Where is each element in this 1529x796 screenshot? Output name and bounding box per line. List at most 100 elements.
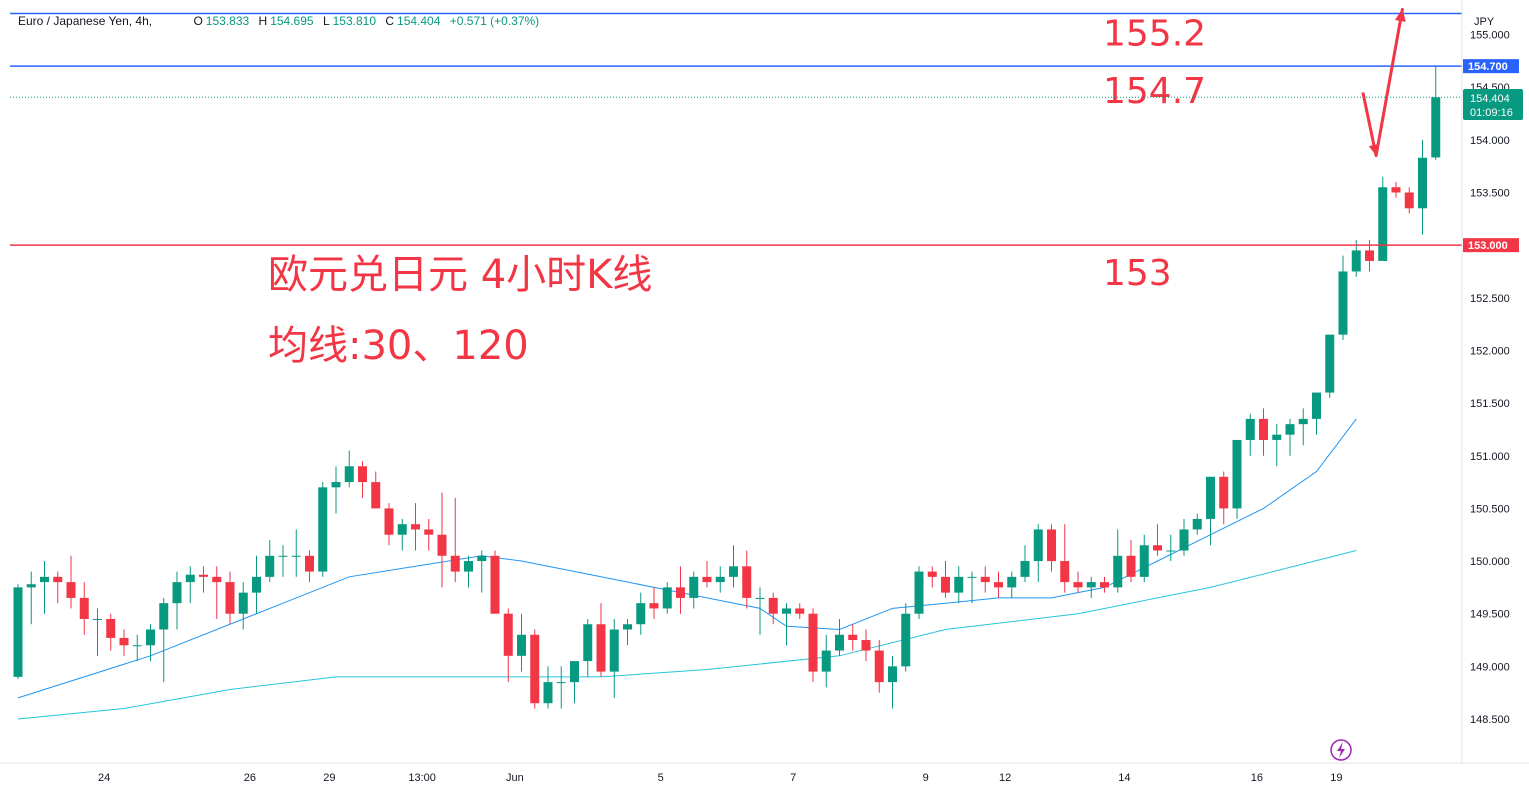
candle [1298, 408, 1308, 446]
candle-body [888, 666, 897, 683]
y-tick-label: 151.000 [1470, 451, 1510, 463]
candle-body [225, 582, 235, 614]
candle-body [1365, 250, 1374, 261]
candle-body [1431, 97, 1441, 158]
candle-body [278, 555, 288, 557]
symbol-name[interactable]: Euro / Japanese Yen, 4h, [18, 14, 153, 28]
candle [530, 629, 540, 709]
candle-body [1007, 576, 1017, 588]
candle [411, 503, 420, 551]
y-tick-label: 153.500 [1470, 188, 1510, 200]
ma120-line [17, 550, 1357, 720]
candle-body [66, 582, 76, 598]
candle [609, 618, 619, 698]
candle-body [40, 576, 49, 583]
candle [305, 550, 314, 583]
current-price-label: 154.404 01:09:16 [1463, 89, 1523, 120]
candle-body [411, 524, 420, 530]
x-tick-label: 5 [658, 772, 664, 784]
candle-body [13, 587, 23, 677]
candle-body [1219, 476, 1229, 509]
candle-body [1312, 392, 1321, 419]
x-tick-label: 26 [244, 772, 256, 784]
current-price-value: 154.404 [1470, 93, 1510, 105]
candle [225, 571, 235, 625]
candle-body [1206, 476, 1215, 519]
candle [755, 587, 765, 635]
candle [238, 582, 248, 630]
candle-body [503, 613, 513, 656]
candle [596, 603, 606, 677]
candle [358, 461, 367, 498]
candle [623, 618, 632, 646]
candle [967, 571, 977, 604]
candle-body [1153, 545, 1162, 551]
candle [1391, 181, 1401, 198]
candle [1166, 534, 1176, 562]
candle-body [1325, 334, 1335, 393]
candle [994, 571, 1003, 598]
x-tick-label: 12 [999, 772, 1011, 784]
candle-body [927, 571, 937, 577]
candle [40, 561, 49, 614]
candle-body [676, 587, 685, 598]
candle [583, 618, 593, 677]
candle-body [848, 634, 858, 641]
candle-body [238, 592, 248, 614]
candle [1086, 576, 1096, 598]
candle-body [1113, 555, 1123, 588]
candle [159, 597, 169, 683]
candle-body [1126, 555, 1136, 577]
candle [874, 640, 884, 693]
x-tick-label: 13:00 [408, 772, 436, 784]
annotations-layer: 欧元兑日元 4小时K线 均线:30、120 [268, 252, 652, 369]
candle [1259, 408, 1268, 456]
candle [1431, 66, 1441, 160]
candle-body [874, 650, 884, 683]
candle [676, 566, 685, 614]
candle-body [530, 634, 540, 704]
candle-body [1073, 582, 1083, 588]
candle-body [1086, 582, 1096, 588]
candle [570, 661, 579, 704]
forecast-arrowhead [1394, 8, 1406, 22]
candle-body [146, 629, 155, 646]
y-tick-label: 151.500 [1470, 398, 1510, 410]
candle-body [1259, 418, 1268, 440]
lightning-icon[interactable] [1330, 739, 1352, 761]
bar-countdown: 01:09:16 [1470, 107, 1513, 119]
candle [1100, 576, 1109, 593]
candle [927, 566, 937, 588]
candle-body [79, 597, 89, 619]
currency-label: JPY [1474, 16, 1495, 28]
candle-body [318, 487, 328, 572]
chart-legend: Euro / Japanese Yen, 4h, O 153.833 H 154.6… [18, 14, 542, 28]
candle [291, 529, 301, 577]
candle [397, 518, 407, 551]
candle [1272, 424, 1282, 467]
candle [185, 566, 195, 604]
time-axis[interactable]: 24 26 29 13:00 Jun 5 7 9 12 14 16 19 [98, 772, 1343, 784]
candle [1219, 471, 1229, 525]
y-tick-label: 149.000 [1470, 661, 1510, 673]
candle-body [649, 603, 659, 609]
candle [1325, 334, 1335, 398]
candle-body [1245, 418, 1255, 440]
candle [662, 582, 672, 614]
candle [212, 566, 222, 619]
candle-body [1232, 439, 1242, 509]
candle [1232, 439, 1242, 519]
y-tick-label: 155.000 [1470, 30, 1510, 42]
x-tick-label: Jun [506, 772, 524, 784]
candle-body [609, 629, 619, 672]
candle [1351, 239, 1361, 277]
candle [1312, 392, 1321, 435]
chart-subtitle: 均线:30、120 [268, 323, 529, 369]
candle [132, 634, 142, 662]
candle-body [53, 576, 63, 583]
candle [1007, 571, 1017, 598]
candle-body [980, 576, 990, 583]
candle [503, 608, 513, 683]
candle [689, 571, 699, 609]
